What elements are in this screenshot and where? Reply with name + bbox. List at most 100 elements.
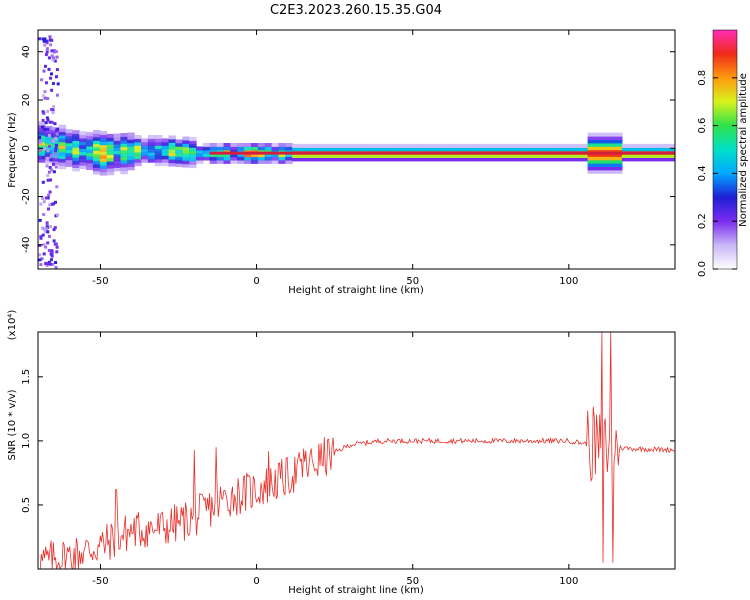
heatmap-cell <box>86 156 94 160</box>
heatmap-cell <box>134 138 142 143</box>
heatmap-speckle <box>41 94 45 98</box>
heatmap-cell <box>278 153 286 158</box>
heatmap-cell <box>168 135 176 140</box>
heatmap-cell <box>72 136 80 141</box>
heatmap-cell <box>546 143 554 148</box>
heatmap-cell <box>505 143 513 148</box>
heatmap-cell <box>305 157 314 162</box>
heatmap-speckle <box>50 258 53 262</box>
heatmap-speckle <box>55 68 59 72</box>
heatmap-speckle <box>55 132 59 136</box>
heatmap-cell <box>457 157 465 162</box>
heatmap-speckle <box>48 144 51 148</box>
snr-y-label: SNR (10 * v/v) <box>7 389 18 460</box>
heatmap-cell <box>251 143 259 147</box>
y-tick-label: 40 <box>21 45 32 58</box>
heatmap-cell <box>79 131 87 136</box>
heatmap-cell <box>209 156 218 161</box>
heatmap-cell <box>127 159 135 164</box>
heatmap-cell <box>134 141 142 146</box>
heatmap-cell <box>106 150 115 155</box>
heatmap-cell <box>553 143 561 148</box>
heatmap-speckle <box>41 125 45 129</box>
heatmap-cell <box>141 141 149 146</box>
heatmap-cell <box>65 132 73 137</box>
heatmap-speckle <box>48 134 51 137</box>
heatmap-cell <box>354 143 362 148</box>
heatmap-cell <box>601 146 609 151</box>
heatmap-cell <box>587 152 596 157</box>
heatmap-speckle <box>45 164 49 168</box>
heatmap-cell <box>93 167 101 172</box>
heatmap-speckle <box>54 50 58 54</box>
heatmap-cell <box>642 143 650 148</box>
heatmap-cell <box>86 142 94 147</box>
heatmap-cell <box>594 132 602 137</box>
heatmap-speckle <box>38 136 42 139</box>
heatmap-cell <box>113 167 122 172</box>
heatmap-cell <box>86 145 94 150</box>
heatmap-cell <box>512 154 520 158</box>
heatmap-cell <box>409 154 417 158</box>
heatmap-cell <box>257 153 266 158</box>
heatmap-speckle <box>46 109 50 113</box>
heatmap-cell <box>615 149 623 154</box>
heatmap-cell <box>395 157 403 162</box>
heatmap-cell <box>51 133 60 138</box>
heatmap-speckle <box>49 225 53 229</box>
heatmap-cell <box>189 143 197 148</box>
heatmap-cell <box>615 152 623 157</box>
heatmap-speckle <box>42 69 46 73</box>
heatmap-cell <box>72 133 80 138</box>
heatmap-cell <box>463 147 472 152</box>
heatmap-cell <box>615 156 623 161</box>
heatmap-cell <box>44 146 53 151</box>
y-tick-label: -20 <box>21 188 32 204</box>
heatmap-cell <box>312 154 321 158</box>
heatmap-cell <box>621 157 630 162</box>
heatmap-cell <box>147 135 156 139</box>
heatmap-cell <box>278 156 286 161</box>
heatmap-cell <box>182 153 190 158</box>
heatmap-speckle <box>47 170 51 174</box>
heatmap-speckle <box>42 243 46 247</box>
heatmap-cell <box>189 150 197 155</box>
heatmap-cell <box>340 147 348 152</box>
heatmap-cell <box>38 155 46 160</box>
heatmap-speckle <box>56 93 59 97</box>
heatmap-speckle <box>44 196 48 200</box>
heatmap-speckle <box>51 58 55 62</box>
heatmap-speckle <box>46 127 50 131</box>
heatmap-cell <box>230 153 238 158</box>
heatmap-cell <box>209 143 218 147</box>
heatmap-cell <box>189 137 197 141</box>
heatmap-cell <box>326 157 334 162</box>
heatmap-cell <box>147 158 156 163</box>
heatmap-cell <box>113 157 122 162</box>
heatmap-speckle <box>43 43 47 47</box>
heatmap-cell <box>402 143 410 148</box>
heatmap-cell <box>594 142 602 147</box>
heatmap-cell <box>539 157 547 162</box>
heatmap-cell <box>230 159 238 164</box>
heatmap-cell <box>86 139 94 144</box>
heatmap-cell <box>65 162 73 167</box>
heatmap-cell <box>312 147 321 152</box>
heatmap-cell <box>65 146 73 150</box>
heatmap-speckle <box>52 140 55 143</box>
heatmap-cell <box>58 155 67 160</box>
heatmap-cell <box>539 154 547 158</box>
heatmap-speckle <box>49 76 53 80</box>
heatmap-cell <box>333 157 341 162</box>
heatmap-speckle <box>50 72 53 76</box>
heatmap-cell <box>457 147 465 152</box>
heatmap-cell <box>79 138 87 142</box>
heatmap-cell <box>38 131 46 136</box>
heatmap-cell <box>409 147 417 152</box>
y-tick-label: 20 <box>21 94 32 107</box>
heatmap-speckle <box>52 170 56 174</box>
heatmap-cell <box>120 163 128 168</box>
heatmap-cell <box>127 166 135 171</box>
heatmap-speckle <box>48 120 52 124</box>
heatmap-speckle <box>45 81 48 85</box>
